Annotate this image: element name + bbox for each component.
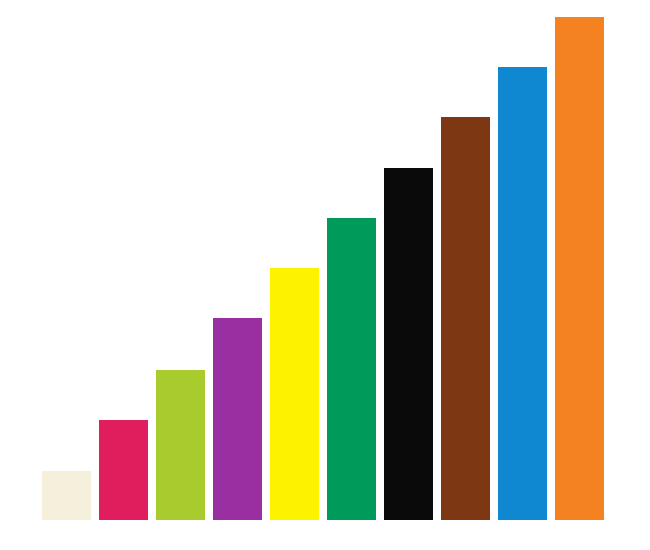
bar-4 — [213, 318, 262, 520]
bar-chart — [42, 17, 604, 520]
bar-8 — [441, 117, 490, 520]
bar-6 — [327, 218, 376, 520]
bar-3 — [156, 370, 205, 520]
bar-9 — [498, 67, 547, 520]
bar-5 — [270, 268, 319, 520]
bar-10 — [555, 17, 604, 520]
bar-2 — [99, 420, 148, 520]
bar-1 — [42, 471, 91, 520]
bar-7 — [384, 168, 433, 520]
